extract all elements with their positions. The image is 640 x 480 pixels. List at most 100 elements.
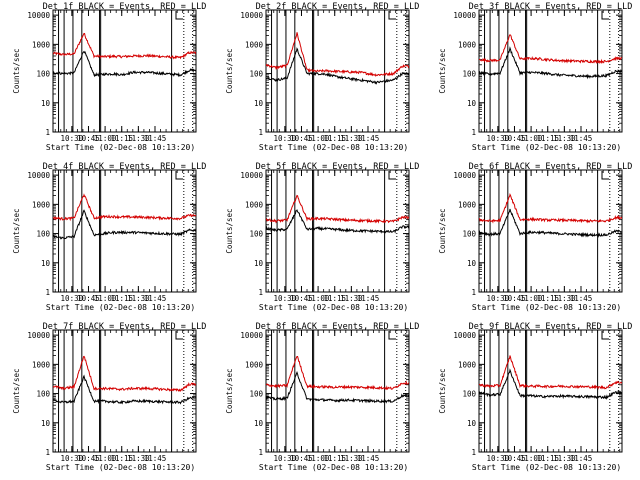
plot-frame (52, 329, 197, 453)
y-tick-label: 1000 (458, 200, 477, 209)
x-tick-label: 11:45 (357, 294, 380, 303)
x-axis-label: Start Time (02-Dec-08 10:13:20) (472, 303, 621, 312)
panel-6: Det 6f BLACK = Events, RED = LLD 1 10 100 10… (438, 162, 632, 312)
x-axis-label: Start Time (02-Dec-08 10:13:20) (259, 463, 408, 472)
y-tick-label: 1 (471, 128, 476, 137)
x-tick-label: 11:30 (340, 134, 363, 143)
panel-title: Det 4f BLACK = Events, RED = LLD (43, 162, 207, 172)
x-tick-label: 11:15 (110, 454, 133, 463)
x-tick-label: 11:30 (340, 294, 363, 303)
x-tick-label: 10:30 (487, 294, 510, 303)
y-axis-label: Counts/sec (12, 208, 21, 253)
y-tick-label: 100 (249, 230, 263, 239)
x-tick-label: 11:30 (553, 294, 576, 303)
y-axis-label: Counts/sec (12, 48, 21, 93)
lld-series-line (479, 34, 622, 65)
plot-frame (265, 169, 410, 293)
x-tick-label: 10:45 (77, 454, 100, 463)
corner-marker (388, 11, 396, 20)
x-axis-label: Start Time (02-Dec-08 10:13:20) (472, 143, 621, 152)
corner-marker (601, 171, 609, 180)
y-tick-label: 1000 (32, 360, 51, 369)
x-tick-label: 11:15 (536, 294, 559, 303)
y-tick-label: 1 (471, 448, 476, 457)
events-series-line (53, 50, 196, 78)
x-tick-label: 11:15 (110, 134, 133, 143)
y-tick-label: 10 (41, 259, 51, 268)
plot-frame (52, 169, 197, 293)
y-tick-label: 10 (254, 259, 264, 268)
y-tick-label: 1 (45, 448, 50, 457)
y-tick-label: 1 (258, 288, 263, 297)
y-tick-label: 1 (45, 128, 50, 137)
x-tick-label: 11:45 (144, 294, 167, 303)
x-tick-label: 11:00 (94, 134, 117, 143)
plot-frame (478, 169, 623, 293)
corner-marker (601, 11, 609, 20)
events-series-line (266, 371, 409, 404)
y-tick-label: 10 (254, 419, 264, 428)
panel-title: Det 9f BLACK = Events, RED = LLD (469, 322, 633, 332)
events-series-line (479, 368, 622, 400)
y-tick-label: 1000 (458, 360, 477, 369)
corner-marker (175, 11, 183, 20)
y-tick-label: 10 (41, 99, 51, 108)
x-tick-label: 11:15 (110, 294, 133, 303)
x-tick-label: 11:30 (127, 454, 150, 463)
x-tick-label: 11:45 (570, 454, 593, 463)
y-tick-label: 1000 (458, 40, 477, 49)
x-tick-label: 10:30 (61, 294, 84, 303)
y-tick-label: 10000 (27, 331, 50, 340)
events-series-line (479, 208, 622, 238)
x-tick-label: 11:00 (520, 134, 543, 143)
panel-5: Det 5f BLACK = Events, RED = LLD 1 10 100 10… (225, 162, 419, 312)
x-tick-label: 11:45 (570, 134, 593, 143)
panel-3: Det 3f BLACK = Events, RED = LLD 1 10 100 10… (438, 2, 632, 152)
y-tick-label: 10 (467, 419, 477, 428)
x-tick-label: 10:30 (61, 134, 84, 143)
lld-series-line (479, 193, 622, 224)
corner-marker (388, 171, 396, 180)
events-series-line (53, 374, 196, 405)
y-tick-label: 1000 (32, 40, 51, 49)
x-tick-label: 11:30 (127, 134, 150, 143)
y-axis-label: Counts/sec (225, 368, 234, 413)
x-axis-label: Start Time (02-Dec-08 10:13:20) (46, 303, 195, 312)
x-tick-label: 11:00 (520, 454, 543, 463)
plot-frame (478, 9, 623, 133)
panel-title: Det 5f BLACK = Events, RED = LLD (256, 162, 420, 172)
y-tick-label: 100 (36, 230, 50, 239)
x-tick-label: 11:00 (307, 454, 330, 463)
y-axis-label: Counts/sec (12, 368, 21, 413)
y-tick-label: 1000 (245, 360, 264, 369)
y-axis-label: Counts/sec (438, 48, 447, 93)
x-tick-label: 11:15 (536, 454, 559, 463)
y-tick-label: 10000 (453, 11, 476, 20)
plot-frame (52, 9, 197, 133)
x-tick-label: 10:45 (503, 454, 526, 463)
x-axis-label: Start Time (02-Dec-08 10:13:20) (259, 143, 408, 152)
y-tick-label: 1 (258, 128, 263, 137)
y-axis-label: Counts/sec (225, 48, 234, 93)
panel-title: Det 7f BLACK = Events, RED = LLD (43, 322, 207, 332)
panel-title: Det 3f BLACK = Events, RED = LLD (469, 2, 633, 12)
x-tick-label: 11:45 (144, 454, 167, 463)
plot-frame (265, 329, 410, 453)
y-tick-label: 100 (462, 230, 476, 239)
y-tick-label: 1000 (32, 200, 51, 209)
y-tick-label: 10000 (240, 11, 263, 20)
y-tick-label: 100 (249, 390, 263, 399)
lld-series-line (53, 32, 196, 60)
lld-series-line (266, 32, 409, 77)
corner-marker (175, 331, 183, 340)
x-tick-label: 10:45 (503, 294, 526, 303)
lld-series-line (479, 355, 622, 390)
corner-marker (175, 171, 183, 180)
x-tick-label: 11:30 (553, 134, 576, 143)
panel-title: Det 2f BLACK = Events, RED = LLD (256, 2, 420, 12)
x-axis-label: Start Time (02-Dec-08 10:13:20) (46, 463, 195, 472)
y-tick-label: 10000 (453, 331, 476, 340)
y-tick-label: 1 (45, 288, 50, 297)
panel-7: Det 7f BLACK = Events, RED = LLD 1 10 100 10… (12, 322, 206, 472)
events-series-line (266, 208, 409, 234)
